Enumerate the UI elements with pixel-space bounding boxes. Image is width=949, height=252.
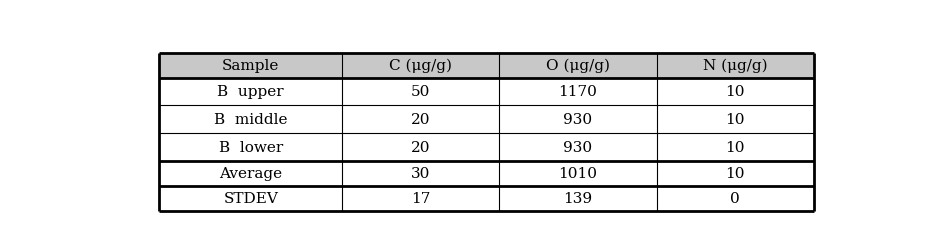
Bar (499, 53, 657, 78)
Text: 10: 10 (725, 167, 745, 181)
Text: 930: 930 (564, 113, 592, 127)
Bar (343, 161, 499, 186)
Text: N (μg/g): N (μg/g) (703, 59, 768, 73)
Bar (657, 134, 813, 161)
Bar (499, 78, 657, 106)
Bar (657, 106, 813, 134)
Text: 20: 20 (411, 140, 431, 154)
Text: STDEV: STDEV (223, 191, 278, 205)
Bar (343, 134, 499, 161)
Bar (159, 161, 343, 186)
Text: 1170: 1170 (559, 85, 598, 99)
Text: 1010: 1010 (559, 167, 598, 181)
Bar (657, 161, 813, 186)
Text: O (μg/g): O (μg/g) (546, 59, 610, 73)
Text: B  middle: B middle (214, 113, 288, 127)
Bar (343, 106, 499, 134)
Bar (657, 78, 813, 106)
Bar (159, 53, 343, 78)
Bar (343, 53, 499, 78)
Text: 930: 930 (564, 140, 592, 154)
Text: 10: 10 (725, 113, 745, 127)
Text: B  lower: B lower (218, 140, 283, 154)
Bar (159, 134, 343, 161)
Bar (499, 106, 657, 134)
Text: 50: 50 (411, 85, 431, 99)
Text: 10: 10 (725, 85, 745, 99)
Bar (159, 106, 343, 134)
Text: Average: Average (219, 167, 282, 181)
Bar (499, 186, 657, 211)
Bar (657, 53, 813, 78)
Text: 10: 10 (725, 140, 745, 154)
Bar (657, 186, 813, 211)
Text: Sample: Sample (222, 59, 279, 73)
Bar (499, 161, 657, 186)
Text: 20: 20 (411, 113, 431, 127)
Bar (159, 186, 343, 211)
Text: 139: 139 (564, 191, 592, 205)
Bar (343, 78, 499, 106)
Text: C (μg/g): C (μg/g) (389, 59, 453, 73)
Bar (343, 186, 499, 211)
Text: B  upper: B upper (217, 85, 284, 99)
Bar (159, 78, 343, 106)
Text: 0: 0 (730, 191, 740, 205)
Text: 30: 30 (411, 167, 431, 181)
Bar (499, 134, 657, 161)
Text: 17: 17 (411, 191, 431, 205)
